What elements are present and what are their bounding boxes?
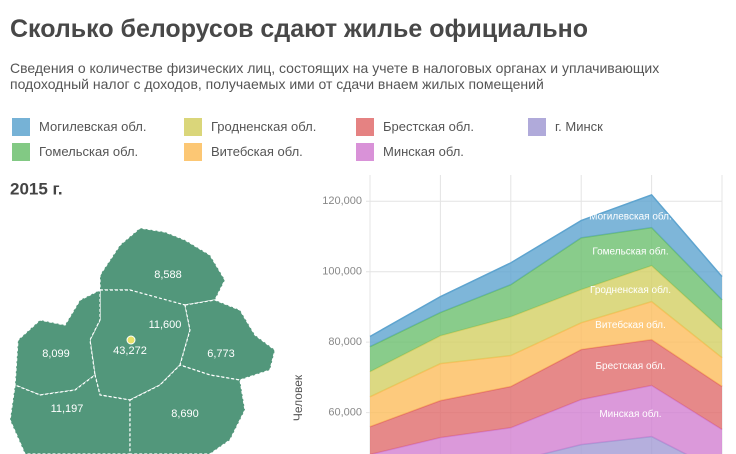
area-label: Брестская обл. [595,360,665,372]
area [370,301,722,427]
area [370,265,722,397]
map-region [9,373,131,454]
area-label: Могилевская обл. [589,210,672,222]
legend-label: г. Минск [555,119,603,134]
page-title: Сколько белорусов сдают жилье официально [10,15,588,43]
map-value-label: 8,690 [171,408,199,420]
legend-item: Брестская обл. [356,114,528,139]
legend-label: Гомельская обл. [39,144,139,159]
map-region [179,299,276,381]
map-title: 2015 г. [10,179,63,198]
legend-item: Гродненская обл. [184,114,356,139]
legend-label: Витебская обл. [211,144,303,159]
legend-item: Витебская обл. [184,139,356,164]
area [543,436,686,454]
y-tick-label: 120,000 [322,195,362,207]
map-value-label: 11,600 [149,319,182,331]
legend-item: Гомельская обл. [12,139,184,164]
area-edge [369,194,723,338]
legend-item: г. Минск [528,114,700,139]
legend-swatch [528,117,546,136]
y-tick-label: 100,000 [322,266,362,278]
map-value-label: 6,773 [207,348,235,360]
page-subtitle: Сведения о количестве физических лиц, со… [10,60,660,92]
legend-swatch [12,142,30,161]
map-value-label: 8,099 [42,348,70,360]
legend: Могилевская обл. Гомельская обл. Гродненск… [12,114,700,164]
y-tick-label: 60,000 [328,407,362,419]
area [370,227,722,372]
y-tick-label: 80,000 [328,336,362,348]
y-axis-label: Человек [291,374,305,421]
legend-swatch [356,142,374,161]
legend-label: Могилевская обл. [39,119,147,134]
map-city [126,335,136,345]
area-label: Гомельская обл. [592,245,668,257]
map-region [129,364,246,454]
map-value-label: 11,197 [51,403,84,415]
map-value-label: 43,272 [113,345,147,357]
map-region [14,289,101,396]
area-label: Гродненская обл. [590,284,671,296]
legend-swatch [184,117,202,136]
area [370,339,722,454]
legend-label: Брестская обл. [383,119,474,134]
area-label: Витебская обл. [595,319,666,331]
legend-swatch [184,142,202,161]
legend-swatch [12,117,30,136]
map-value-label: 8,588 [154,269,182,281]
legend-label: Гродненская обл. [211,119,317,134]
legend-label: Минская обл. [383,144,464,159]
legend-item: Минская обл. [356,139,528,164]
legend-item: Могилевская обл. [12,114,184,139]
area-label: Минская обл. [599,408,661,420]
legend-swatch [356,117,374,136]
area [372,385,722,454]
